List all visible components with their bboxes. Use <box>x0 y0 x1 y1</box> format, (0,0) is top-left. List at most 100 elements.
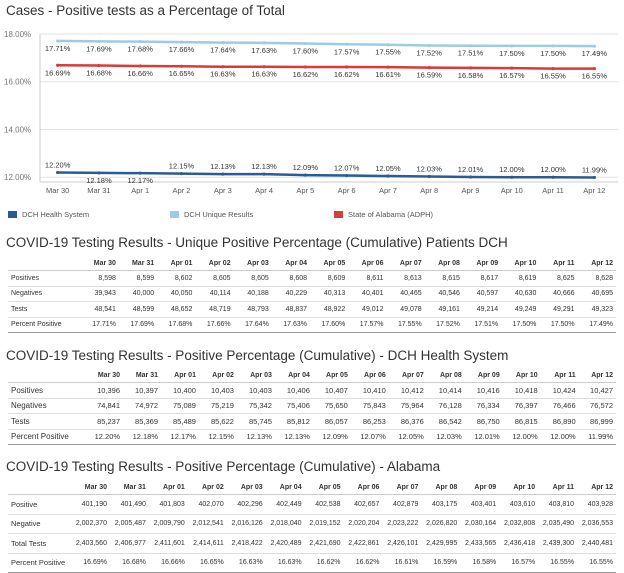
column-header: Apr 12 <box>577 256 616 271</box>
legend-item-state-of-alabama: State of Alabama (ADPH) <box>334 210 433 219</box>
table-cell: 17.64% <box>233 317 272 333</box>
table-row: Negatives 74,841 74,972 75,089 75,219 75,342 7… <box>8 398 616 414</box>
data-label: 16.66% <box>127 69 153 78</box>
column-header: Apr 07 <box>382 480 422 495</box>
data-label: 12.07% <box>334 164 360 173</box>
table-cell: 86,253 <box>350 413 389 430</box>
row-label: Negatives <box>8 398 86 414</box>
table-cell: 16.65% <box>187 553 227 573</box>
data-label: 17.57% <box>334 47 360 56</box>
data-point <box>56 39 60 43</box>
column-header: Apr 06 <box>350 368 389 383</box>
table-row: Total Tests 2,403,560 2,406,977 2,411,601 2,… <box>8 533 616 554</box>
table-cell: 2,406,977 <box>109 533 149 554</box>
table-cell: 85,489 <box>161 413 199 430</box>
table-cell: 16.69% <box>71 553 110 573</box>
table-cell: 40,666 <box>539 286 578 302</box>
table-cell: 17.60% <box>310 317 349 333</box>
table-cell: 75,342 <box>236 398 275 414</box>
table-cell: 85,745 <box>236 413 275 430</box>
table-title-unique-dch: COVID-19 Testing Results - Unique Positi… <box>6 235 508 250</box>
data-label: 12.00% <box>499 165 525 174</box>
table-cell: 401,490 <box>109 494 149 515</box>
table-cell: 75,843 <box>350 398 389 414</box>
table-cell: 402,879 <box>382 494 422 515</box>
table-cell: 401,803 <box>148 494 188 515</box>
table-cell: 17.63% <box>271 317 311 333</box>
column-header: Apr 01 <box>157 256 196 271</box>
data-point <box>427 66 431 70</box>
table-cell: 48,541 <box>80 301 119 318</box>
legend-label: DCH Unique Results <box>184 210 254 219</box>
data-label: 17.49% <box>582 49 608 58</box>
data-label: 12.18% <box>86 176 112 185</box>
column-header: Apr 01 <box>148 480 188 495</box>
table-cell: 2,403,560 <box>71 533 110 554</box>
table-cell: 74,841 <box>85 398 124 414</box>
data-point <box>56 63 60 67</box>
table-cell: 403,401 <box>460 494 500 515</box>
table-cell: 8,619 <box>501 270 540 287</box>
table-cell: 12.17% <box>161 429 199 445</box>
table-cell: 8,608 <box>271 270 311 287</box>
table-cell: 10,396 <box>85 382 124 399</box>
data-point <box>345 173 349 178</box>
column-header: Apr 03 <box>233 256 272 271</box>
table-row: Tests 85,237 85,369 85,489 85,622 85,745 85,81… <box>8 413 616 430</box>
y-tick-label: 16.00% <box>4 78 31 87</box>
table-cell: 76,334 <box>464 398 503 414</box>
chart-title: Cases - Positive tests as a Percentage o… <box>6 3 285 18</box>
data-point <box>179 64 184 68</box>
column-header: Mar 30 <box>85 368 124 383</box>
table-cell: 85,369 <box>123 413 161 430</box>
table-cell: 8,628 <box>577 270 616 287</box>
column-header: Apr 06 <box>343 480 383 495</box>
table-cell: 40,188 <box>233 286 272 302</box>
table-cell: 86,815 <box>502 413 541 430</box>
data-point <box>427 174 431 179</box>
table-cell: 75,219 <box>198 398 237 414</box>
table-cell: 16.57% <box>499 553 539 573</box>
table-cell: 2,005,487 <box>109 514 149 534</box>
table-cell: 8,609 <box>310 270 349 287</box>
column-header: Mar 31 <box>123 368 161 383</box>
data-point <box>97 171 101 175</box>
table-cell: 85,622 <box>198 413 237 430</box>
table-cell: 10,397 <box>123 382 161 399</box>
data-point <box>386 174 390 178</box>
column-header: Apr 04 <box>265 480 305 495</box>
x-tick-label: Apr 1 <box>131 186 149 195</box>
data-label: 17.63% <box>251 46 277 55</box>
data-point <box>592 67 596 71</box>
table-cell: 17.57% <box>348 317 387 333</box>
x-tick-label: Apr 8 <box>420 186 438 195</box>
x-tick-label: Apr 2 <box>173 186 191 195</box>
table-cell: 40,000 <box>118 286 158 302</box>
legend-label: DCH Health System <box>22 210 90 219</box>
table-title-dch-health-system: COVID-19 Testing Results - Positive Perc… <box>6 348 509 363</box>
table-cell: 2,036,553 <box>577 514 616 534</box>
data-label: 17.68% <box>127 45 153 54</box>
table-cell: 16.62% <box>304 553 344 573</box>
data-point <box>179 172 184 176</box>
table-cell: 8,625 <box>539 270 578 287</box>
table-cell: 2,009,790 <box>148 514 188 534</box>
table-dch-health-system: Mar 30 Mar 31 Apr 01 Apr 02 Apr 03 Apr 04 Apr … <box>8 368 616 445</box>
data-point <box>592 175 596 180</box>
table-cell: 12.00% <box>540 429 579 445</box>
table-title-alabama: COVID-19 Testing Results - Positive Perc… <box>6 459 441 474</box>
row-label: Positives <box>8 382 86 399</box>
table-row: Negative 2,002,370 2,005,487 2,009,790 2,012… <box>8 514 616 534</box>
table-cell: 12.09% <box>312 429 351 445</box>
table-cell: 48,793 <box>233 301 272 318</box>
data-label: 17.71% <box>45 44 71 53</box>
table-cell: 403,810 <box>538 494 578 515</box>
table-cell: 2,436,418 <box>499 533 539 554</box>
table-cell: 8,617 <box>462 270 502 287</box>
table-cell: 74,972 <box>123 398 161 414</box>
table-header-row: Mar 30 Mar 31 Apr 01 Apr 02 Apr 03 Apr 04 Apr … <box>8 368 616 383</box>
table-cell: 85,812 <box>274 413 313 430</box>
row-label: Positives <box>8 270 81 287</box>
data-label: 16.63% <box>210 70 236 79</box>
column-header: Apr 10 <box>499 480 539 495</box>
